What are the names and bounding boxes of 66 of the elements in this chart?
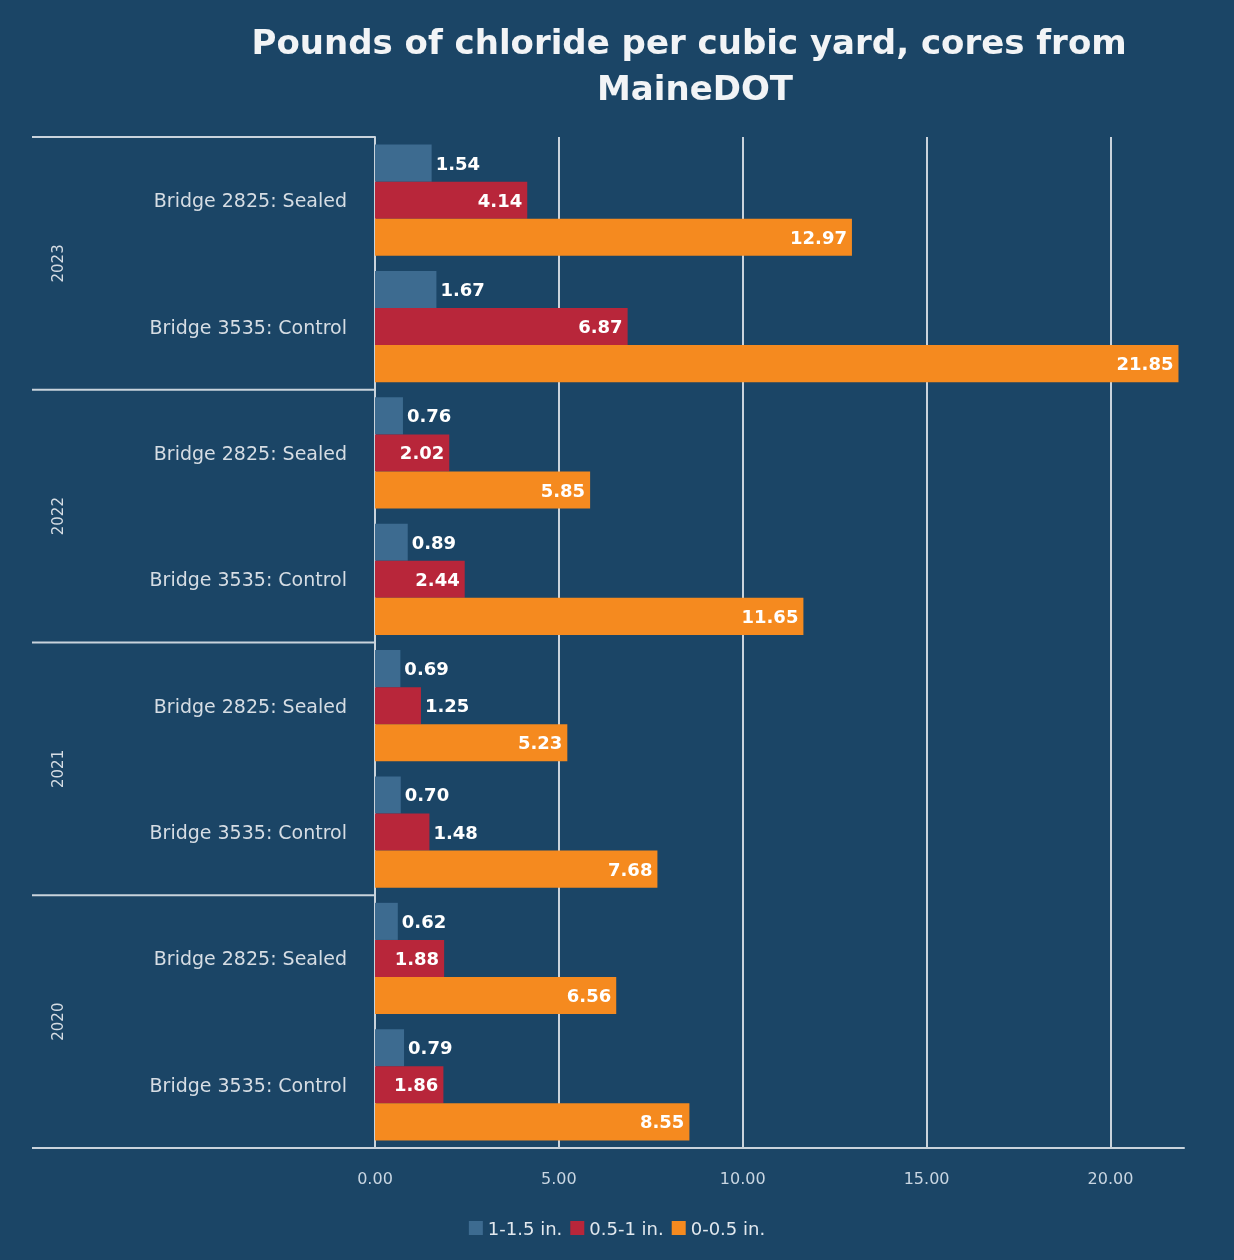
legend-label: 1-1.5 in. — [487, 1217, 563, 1239]
data-label: 0.79 — [408, 1037, 453, 1059]
data-label: 4.14 — [477, 189, 523, 211]
legend-label: 0-0.5 in. — [690, 1217, 766, 1239]
data-label: 0.70 — [404, 784, 450, 806]
data-label: 1.48 — [433, 821, 478, 843]
bar — [375, 270, 437, 309]
y-tick-label: Bridge 3535: Control — [149, 568, 347, 591]
data-label: 0.69 — [404, 658, 449, 680]
y-tick-label: Bridge 3535: Control — [149, 315, 347, 338]
data-label: 6.87 — [578, 316, 623, 338]
data-label: 5.85 — [540, 479, 586, 501]
bar — [375, 345, 1179, 383]
data-label: 1.67 — [440, 278, 485, 300]
bar — [375, 308, 628, 346]
data-label: 12.97 — [790, 226, 847, 248]
y-tick-label: Bridge 2825: Sealed — [153, 694, 347, 717]
y-tick-label: Bridge 3535: Control — [149, 1073, 347, 1096]
bar — [375, 397, 403, 435]
text: 2023 — [49, 244, 67, 283]
bar — [375, 597, 804, 635]
bar — [375, 181, 528, 219]
legend-label: 0.5-1 in. — [589, 1217, 664, 1239]
chart-title: Pounds of chloride per cubic yard, cores from MaineDOT — [251, 22, 1139, 108]
data-label: 6.56 — [566, 985, 612, 1007]
data-label: 21.85 — [1116, 353, 1174, 375]
bar — [375, 218, 852, 256]
bar — [375, 850, 658, 888]
data-label: 1.88 — [394, 947, 440, 969]
data-label: 1.54 — [435, 152, 481, 174]
data-label: 0.62 — [401, 910, 447, 932]
y-tick-label: Bridge 2825: Sealed — [153, 441, 347, 464]
bar — [375, 560, 465, 598]
y-tick-label: Bridge 2825: Sealed — [153, 189, 347, 212]
bar — [375, 1029, 405, 1067]
x-tick-label: 10.00 — [719, 1168, 766, 1188]
bar — [375, 523, 408, 561]
bar — [375, 144, 432, 182]
data-label: 1.25 — [424, 695, 470, 717]
bar — [375, 471, 591, 509]
x-tick-label: 20.00 — [1087, 1168, 1134, 1188]
data-label: 0.89 — [411, 531, 457, 553]
bar — [375, 813, 430, 851]
data-label: 11.65 — [741, 605, 799, 627]
bar — [375, 724, 568, 762]
bar — [375, 776, 401, 814]
data-label: 8.55 — [639, 1111, 685, 1133]
y-tick-label: Bridge 3535: Control — [149, 821, 347, 844]
bar — [375, 902, 398, 940]
data-label: 1.86 — [393, 1074, 439, 1096]
bar — [375, 687, 421, 725]
data-label: 0.76 — [406, 405, 452, 427]
data-label: 2.02 — [399, 442, 445, 464]
y-tick-label: Bridge 2825: Sealed — [153, 947, 347, 970]
bar — [375, 976, 617, 1015]
data-label: 2.44 — [415, 568, 460, 590]
text: 2020 — [49, 1002, 67, 1041]
data-label: 5.23 — [517, 732, 563, 754]
text: 2021 — [49, 749, 67, 788]
data-label: 7.68 — [607, 858, 653, 880]
bar — [375, 1103, 690, 1141]
text: 2022 — [49, 497, 67, 536]
x-tick-label: 5.00 — [541, 1168, 577, 1188]
x-tick-label: 0.00 — [357, 1168, 393, 1188]
bar — [375, 650, 401, 688]
x-tick-label: 15.00 — [903, 1168, 950, 1188]
